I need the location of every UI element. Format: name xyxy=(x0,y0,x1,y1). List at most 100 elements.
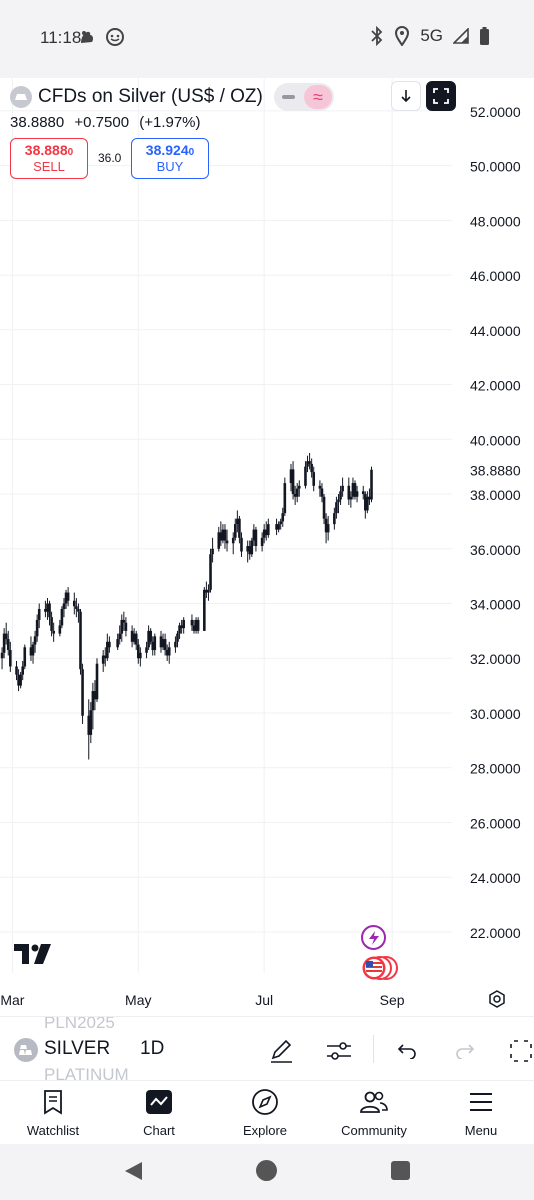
candle-body xyxy=(23,647,27,667)
y-tick-label: 36.0000 xyxy=(470,542,521,558)
candle-body xyxy=(89,710,93,735)
candle-body xyxy=(324,518,328,533)
nav-watchlist[interactable]: Watchlist xyxy=(0,1081,106,1145)
arrow-down-icon xyxy=(401,90,411,103)
nav-label-menu: Menu xyxy=(464,1123,498,1138)
candle-body xyxy=(118,633,122,640)
drawing-tools-button[interactable] xyxy=(266,1036,296,1066)
home-icon[interactable] xyxy=(256,1160,277,1181)
indicators-button[interactable] xyxy=(324,1036,354,1066)
candle-body xyxy=(289,469,293,484)
fullscreen-button[interactable] xyxy=(426,81,456,111)
candle-body xyxy=(21,666,25,675)
nav-chart[interactable]: Chart xyxy=(106,1081,212,1145)
download-button[interactable] xyxy=(391,81,421,111)
candle-body xyxy=(75,606,78,609)
candle-body xyxy=(50,617,53,631)
price-chart[interactable]: 52.0000 50.0000 48.0000 46.0000 44.0000 42.00… xyxy=(0,78,534,1016)
candle-body xyxy=(190,619,194,626)
redo-button[interactable] xyxy=(450,1036,480,1066)
nav-menu[interactable]: Menu xyxy=(428,1081,534,1145)
dashed-square-icon xyxy=(510,1040,532,1062)
price-change-pct: (+1.97%) xyxy=(139,114,201,131)
candle-body xyxy=(145,647,148,653)
y-tick-label: 24.0000 xyxy=(470,870,521,886)
candle-body xyxy=(151,641,155,651)
chart-mode-toggle[interactable]: ≈ xyxy=(274,83,334,111)
candle-body xyxy=(93,691,97,700)
back-icon[interactable] xyxy=(122,1160,144,1187)
y-tick-label: 42.0000 xyxy=(470,378,521,394)
candle-body xyxy=(262,529,266,538)
candle-body xyxy=(368,496,371,500)
chart-area[interactable]: 52.0000 50.0000 48.0000 46.0000 44.0000 42.00… xyxy=(0,78,534,1016)
candle-body xyxy=(192,625,196,631)
candle-body xyxy=(217,532,221,549)
nav-community[interactable]: Community xyxy=(321,1081,427,1145)
silver-bar-icon xyxy=(14,1038,38,1062)
symbol-header[interactable]: CFDs on Silver (US$ / OZ) xyxy=(10,86,263,108)
candle-body xyxy=(366,496,369,511)
candle-body xyxy=(4,633,8,640)
y-tick-label: 44.0000 xyxy=(470,323,521,339)
candle-body xyxy=(87,715,91,735)
system-nav-bar xyxy=(0,1144,534,1200)
candle-body xyxy=(196,619,200,631)
candle-body xyxy=(120,619,124,634)
buy-button[interactable]: 38.9240 BUY xyxy=(131,138,209,179)
candle-body xyxy=(306,461,309,467)
candle-body xyxy=(73,600,76,607)
approx-icon[interactable]: ≈ xyxy=(304,85,332,109)
symbol-name[interactable]: SILVER xyxy=(44,1038,111,1059)
undo-icon xyxy=(397,1044,416,1059)
candle-body xyxy=(333,513,336,525)
flash-event-icon[interactable] xyxy=(361,925,386,950)
candle-body xyxy=(95,663,99,700)
candle-body xyxy=(351,483,355,497)
candle-body xyxy=(320,488,324,497)
candle-body xyxy=(322,496,326,519)
sell-button[interactable]: 38.8880 SELL xyxy=(10,138,88,179)
y-tick-label: 32.0000 xyxy=(470,651,521,667)
x-tick-label: May xyxy=(125,992,151,1008)
pen-icon xyxy=(271,1039,292,1063)
candle-body xyxy=(182,619,185,629)
interval-selector[interactable]: 1D xyxy=(140,1038,165,1059)
candle-body xyxy=(308,461,311,464)
undo-button[interactable] xyxy=(392,1036,422,1066)
candle-body xyxy=(349,496,353,500)
price-change: +0.7500 xyxy=(74,114,130,131)
candle-body xyxy=(355,491,359,497)
candle-body xyxy=(66,592,70,601)
symbol-title[interactable]: CFDs on Silver (US$ / OZ) xyxy=(38,86,263,107)
y-tick-label: 46.0000 xyxy=(470,268,521,284)
candle-body xyxy=(106,641,109,659)
candle-body xyxy=(44,608,47,612)
candle-body xyxy=(9,650,12,667)
chart-icon xyxy=(106,1087,212,1117)
minus-icon[interactable] xyxy=(282,95,295,99)
tradingview-logo[interactable] xyxy=(14,944,52,969)
candle-body xyxy=(139,652,142,659)
layout-button[interactable] xyxy=(506,1036,534,1066)
candle-body xyxy=(304,466,307,486)
candle-body xyxy=(219,532,223,541)
candle-body xyxy=(81,669,84,716)
candle-body xyxy=(48,603,51,618)
y-tick-label: 48.0000 xyxy=(470,213,521,229)
candle-body xyxy=(161,639,165,648)
us-flag-events-icon[interactable] xyxy=(360,954,400,982)
nav-explore[interactable]: Explore xyxy=(212,1081,318,1145)
nav-label-watchlist: Watchlist xyxy=(26,1123,80,1138)
candle-body xyxy=(2,633,6,653)
candle-body xyxy=(136,644,140,659)
chart-settings-icon[interactable] xyxy=(487,989,507,1014)
candle-body xyxy=(231,537,235,544)
candle-body xyxy=(337,499,340,503)
candle-body xyxy=(283,483,287,514)
silver-bar-icon xyxy=(10,86,32,108)
signal-icon xyxy=(453,28,469,44)
candle-body xyxy=(165,650,169,656)
recent-apps-icon[interactable] xyxy=(391,1161,410,1180)
y-tick-label: 40.0000 xyxy=(470,432,521,448)
